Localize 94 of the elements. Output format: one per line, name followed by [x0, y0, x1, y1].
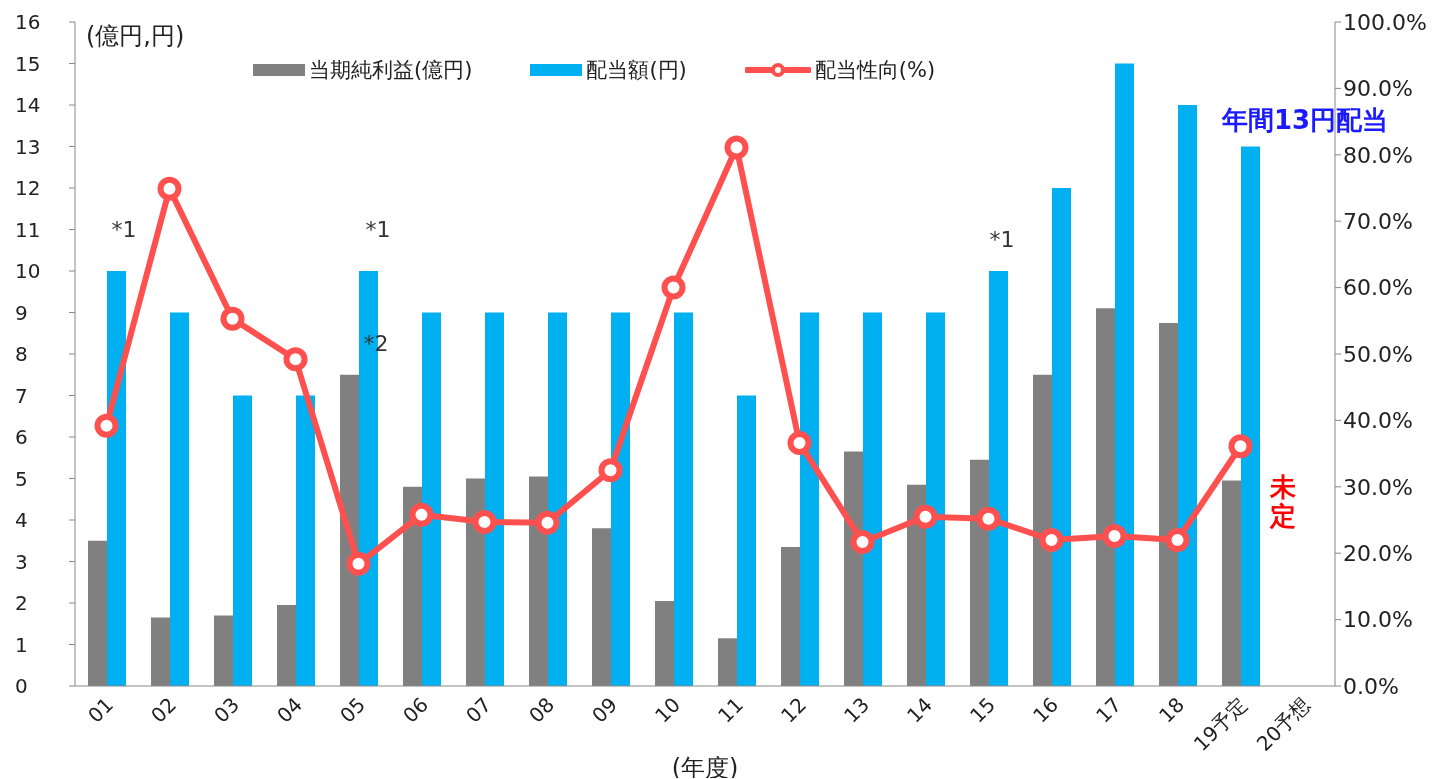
y2-tick-label: 30.0%: [1343, 474, 1413, 500]
y-tick-label: 12: [15, 176, 41, 201]
y-tick-label: 10: [15, 259, 41, 284]
point: [157, 176, 182, 201]
point: [1228, 434, 1253, 459]
bar: [485, 312, 504, 686]
y2-tick-label: 90.0%: [1343, 76, 1413, 102]
x-tick-label: 18: [1154, 692, 1190, 728]
x-tick-label: 14: [902, 692, 938, 728]
legend-label: 配当性向(%): [814, 57, 936, 84]
point: [220, 306, 245, 331]
y2-tick-label: 80.0%: [1343, 142, 1413, 168]
bar: [107, 271, 126, 686]
point: [472, 509, 497, 534]
bar: [422, 312, 441, 686]
x-tick-label: 13: [839, 692, 875, 728]
y-tick-label: 15: [15, 51, 41, 76]
legend-label: 当期純利益(億円): [309, 57, 473, 84]
annotation: 年間13円配当: [1221, 104, 1389, 135]
bar: [989, 271, 1008, 686]
x-tick-label: 01: [83, 692, 119, 728]
point: [1102, 523, 1127, 548]
x-tick-label: 12: [776, 692, 812, 728]
y-tick-label: 4: [15, 508, 28, 533]
y-tick-label: 14: [15, 93, 41, 118]
annotation: *1: [989, 226, 1015, 253]
point: [850, 529, 875, 554]
legend-label: 配当額(円): [586, 57, 687, 84]
bar: [548, 312, 567, 686]
y-tick-label: 16: [15, 10, 41, 35]
y-tick-label: 1: [15, 632, 28, 657]
x-tick-label: 02: [146, 692, 182, 728]
y2-tick-label: 60.0%: [1343, 275, 1413, 301]
x-tick-label: 15: [965, 692, 1001, 728]
y2-tick-label: 50.0%: [1343, 341, 1413, 367]
y-tick-label: 3: [15, 549, 28, 574]
annotation: *1: [365, 216, 391, 243]
bar: [1178, 105, 1197, 686]
y2-tick-label: 20.0%: [1343, 541, 1413, 567]
x-tick-label: 08: [524, 692, 560, 728]
y2-tick-label: 10.0%: [1343, 607, 1413, 633]
y-tick-label: 6: [15, 425, 28, 450]
y2-tick-label: 0.0%: [1343, 673, 1399, 699]
point: [724, 135, 749, 160]
bar: [233, 395, 252, 686]
x-tick-label: 09: [587, 692, 623, 728]
point: [1165, 527, 1190, 552]
point: [787, 430, 812, 455]
x-tick-label: 17: [1091, 692, 1127, 728]
y-tick-label: 0: [15, 674, 28, 699]
bar: [611, 312, 630, 686]
point: [94, 413, 119, 438]
y-tick-label: 7: [15, 383, 28, 408]
point: [976, 506, 1001, 531]
bar: [1115, 63, 1134, 686]
x-tick-label: 04: [272, 692, 308, 728]
x-tick-label: 10: [650, 692, 686, 728]
y-axis-title: (億円,円): [86, 21, 185, 52]
y-tick-label: 11: [15, 217, 41, 242]
point: [661, 275, 686, 300]
annotation: 未定: [1270, 472, 1296, 531]
x-tick-label: 07: [461, 692, 497, 728]
point: [913, 504, 938, 529]
bar: [296, 395, 315, 686]
y-tick-label: 8: [15, 342, 28, 367]
point: [535, 510, 560, 535]
x-tick-label: 20予想: [1251, 692, 1316, 756]
point: [409, 502, 434, 527]
point: [346, 551, 371, 576]
x-tick-label: 19予定: [1188, 692, 1253, 756]
bar: [926, 312, 945, 686]
y-tick-label: 9: [15, 300, 28, 325]
x-tick-label: 16: [1028, 692, 1064, 728]
y2-tick-label: 100.0%: [1343, 9, 1427, 35]
bar: [1052, 188, 1071, 686]
annotation: *1: [111, 216, 137, 243]
point: [598, 458, 623, 483]
x-tick-label: 06: [398, 692, 434, 728]
bar: [863, 312, 882, 686]
point: [283, 347, 308, 372]
x-tick-label: 11: [713, 692, 749, 728]
bar: [737, 395, 756, 686]
x-tick-label: 05: [335, 692, 371, 728]
bar: [170, 312, 189, 686]
x-tick-label: 03: [209, 692, 245, 728]
point: [1039, 527, 1064, 552]
y-tick-label: 2: [15, 591, 28, 616]
bar: [674, 312, 693, 686]
y-tick-label: 5: [15, 466, 28, 491]
y2-tick-label: 40.0%: [1343, 408, 1413, 434]
bar: [1241, 146, 1260, 686]
bar: [800, 312, 819, 686]
y2-tick-label: 70.0%: [1343, 209, 1413, 235]
y-tick-label: 13: [15, 134, 41, 159]
